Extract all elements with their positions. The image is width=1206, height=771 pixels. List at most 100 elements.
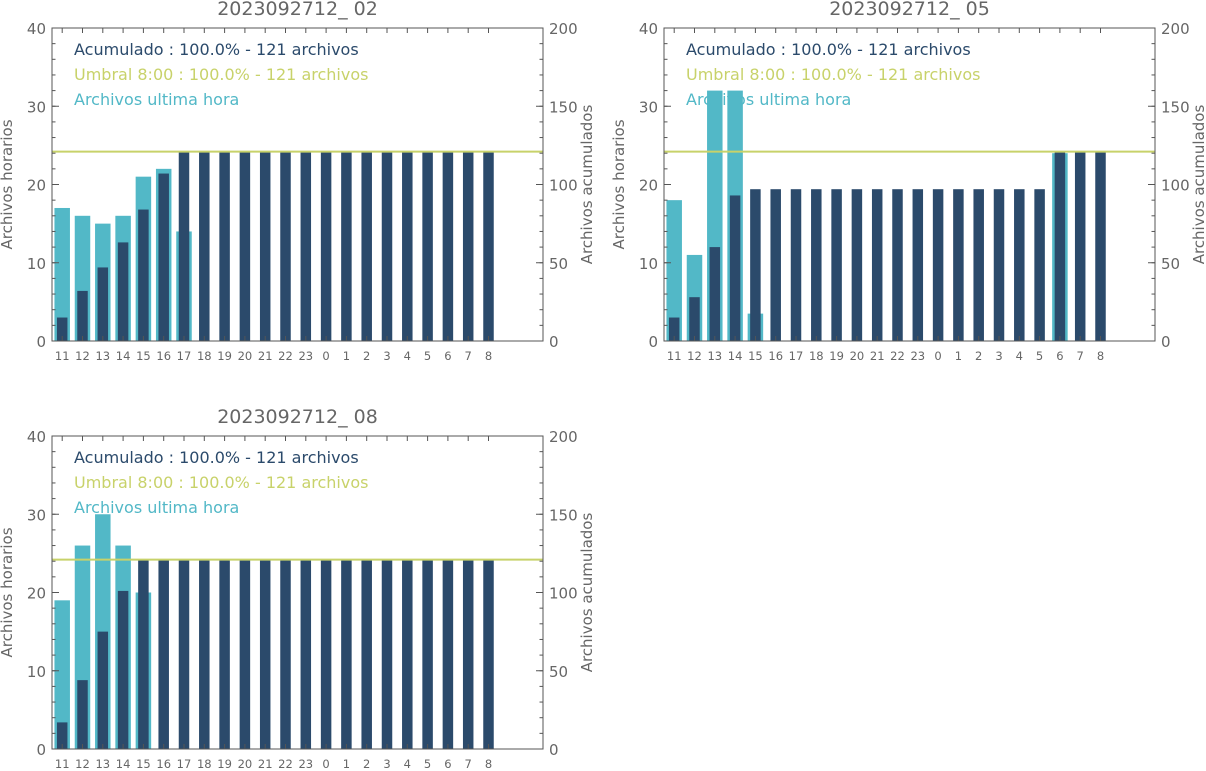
cumulative-bar bbox=[483, 559, 494, 749]
cumulative-bar bbox=[871, 189, 883, 341]
cumulative-bar bbox=[97, 267, 109, 341]
x-tick-label: 8 bbox=[485, 757, 492, 771]
x-tick-label: 5 bbox=[1036, 349, 1043, 363]
right-tick-label: 50 bbox=[1161, 255, 1180, 273]
x-tick-label: 15 bbox=[748, 349, 763, 363]
cumulative-bar bbox=[770, 189, 781, 341]
right-tick-label: 150 bbox=[549, 506, 578, 524]
x-tick-label: 20 bbox=[238, 757, 253, 771]
cumulative-bar bbox=[239, 559, 251, 749]
cumulative-bar bbox=[1095, 151, 1106, 341]
right-tick-label: 0 bbox=[549, 741, 559, 759]
x-tick-label: 23 bbox=[298, 349, 313, 363]
cumulative-bar bbox=[668, 317, 680, 341]
x-tick-label: 16 bbox=[768, 349, 783, 363]
x-tick-label: 14 bbox=[116, 349, 131, 363]
cumulative-bar bbox=[811, 189, 822, 341]
cumulative-bar bbox=[77, 290, 88, 341]
cumulative-bar bbox=[138, 209, 149, 341]
cumulative-bar bbox=[483, 151, 494, 341]
x-tick-label: 19 bbox=[217, 757, 232, 771]
x-tick-label: 0 bbox=[322, 349, 329, 363]
cumulative-bar bbox=[259, 151, 271, 341]
x-tick-label: 18 bbox=[809, 349, 824, 363]
x-tick-label: 1 bbox=[955, 349, 962, 363]
x-tick-label: 12 bbox=[687, 349, 702, 363]
x-tick-label: 19 bbox=[217, 349, 232, 363]
x-tick-label: 2 bbox=[363, 349, 370, 363]
left-tick-label: 20 bbox=[27, 177, 46, 195]
legend-threshold: Umbral 8:00 : 100.0% - 121 archivos bbox=[74, 473, 368, 492]
cumulative-bar bbox=[320, 559, 332, 749]
cumulative-bar bbox=[117, 242, 129, 341]
x-tick-label: 19 bbox=[829, 349, 844, 363]
cumulative-bar bbox=[422, 151, 433, 341]
x-tick-label: 11 bbox=[55, 349, 70, 363]
x-tick-label: 14 bbox=[116, 757, 131, 771]
cumulative-bar bbox=[381, 559, 393, 749]
x-tick-label: 2 bbox=[363, 757, 370, 771]
left-axis-label: Archivos horarios bbox=[610, 119, 628, 249]
x-tick-label: 4 bbox=[404, 349, 411, 363]
right-tick-label: 100 bbox=[1161, 177, 1190, 195]
right-axis-label: Archivos acumulados bbox=[578, 513, 596, 673]
x-tick-label: 15 bbox=[136, 349, 151, 363]
cumulative-bar bbox=[56, 317, 68, 341]
cumulative-bar bbox=[300, 559, 312, 749]
cumulative-bar bbox=[790, 189, 802, 341]
cumulative-bar bbox=[1074, 151, 1086, 341]
x-tick-label: 6 bbox=[444, 757, 451, 771]
legend-threshold: Umbral 8:00 : 100.0% - 121 archivos bbox=[74, 65, 368, 84]
cumulative-bar bbox=[912, 189, 924, 341]
x-tick-label: 23 bbox=[298, 757, 313, 771]
x-tick-label: 17 bbox=[789, 349, 804, 363]
right-axis-label: Archivos acumulados bbox=[1190, 105, 1206, 265]
cumulative-bar bbox=[117, 590, 129, 749]
x-tick-label: 11 bbox=[55, 757, 70, 771]
cumulative-bar bbox=[993, 189, 1005, 341]
x-tick-label: 1 bbox=[343, 757, 350, 771]
cumulative-bar bbox=[259, 559, 271, 749]
cumulative-bar bbox=[56, 722, 68, 749]
cumulative-bar bbox=[158, 173, 169, 341]
x-tick-label: 13 bbox=[95, 757, 110, 771]
cumulative-bar bbox=[239, 151, 251, 341]
chart-title: 2023092712_ 05 bbox=[829, 0, 990, 20]
cumulative-bar bbox=[199, 151, 210, 341]
x-tick-label: 22 bbox=[890, 349, 905, 363]
chart-title: 2023092712_ 02 bbox=[217, 0, 378, 20]
left-tick-label: 10 bbox=[639, 255, 658, 273]
x-tick-label: 6 bbox=[1056, 349, 1063, 363]
x-tick-label: 8 bbox=[485, 349, 492, 363]
right-tick-label: 150 bbox=[549, 98, 578, 116]
left-tick-label: 0 bbox=[648, 333, 658, 351]
x-tick-label: 7 bbox=[465, 757, 472, 771]
cumulative-bar bbox=[219, 559, 230, 749]
x-tick-label: 13 bbox=[95, 349, 110, 363]
right-tick-label: 100 bbox=[549, 177, 578, 195]
right-tick-label: 200 bbox=[549, 20, 578, 38]
cumulative-bar bbox=[381, 151, 393, 341]
cumulative-bar bbox=[280, 151, 291, 341]
cumulative-bar bbox=[77, 680, 88, 749]
legend-hourly: Archivos ultima hora bbox=[686, 90, 851, 109]
cumulative-bar bbox=[442, 151, 454, 341]
left-axis-label: Archivos horarios bbox=[0, 119, 16, 249]
cumulative-bar bbox=[689, 297, 700, 341]
cumulative-bar bbox=[402, 151, 413, 341]
hourly-bar bbox=[666, 200, 682, 341]
x-tick-label: 16 bbox=[156, 349, 171, 363]
cumulative-bar bbox=[1034, 189, 1045, 341]
x-tick-label: 23 bbox=[910, 349, 925, 363]
cumulative-bar bbox=[158, 559, 169, 749]
cumulative-bar bbox=[932, 189, 944, 341]
cumulative-bar bbox=[280, 559, 291, 749]
x-tick-label: 20 bbox=[850, 349, 865, 363]
cumulative-bar bbox=[892, 189, 903, 341]
right-axis-label: Archivos acumulados bbox=[578, 105, 596, 265]
left-tick-label: 30 bbox=[27, 506, 46, 524]
left-tick-label: 10 bbox=[27, 663, 46, 681]
